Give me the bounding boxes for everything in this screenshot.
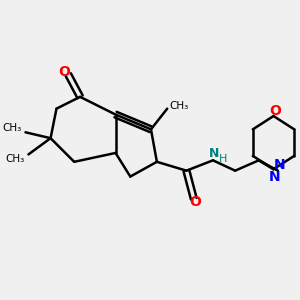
- Text: N: N: [269, 169, 281, 184]
- Text: N: N: [209, 147, 220, 160]
- Text: O: O: [58, 65, 70, 79]
- Text: H: H: [219, 154, 227, 164]
- Text: CH₃: CH₃: [3, 123, 22, 133]
- Text: CH₃: CH₃: [169, 101, 189, 111]
- Text: CH₃: CH₃: [5, 154, 25, 164]
- Text: N: N: [274, 158, 285, 172]
- Text: O: O: [189, 195, 201, 209]
- Text: O: O: [269, 104, 281, 118]
